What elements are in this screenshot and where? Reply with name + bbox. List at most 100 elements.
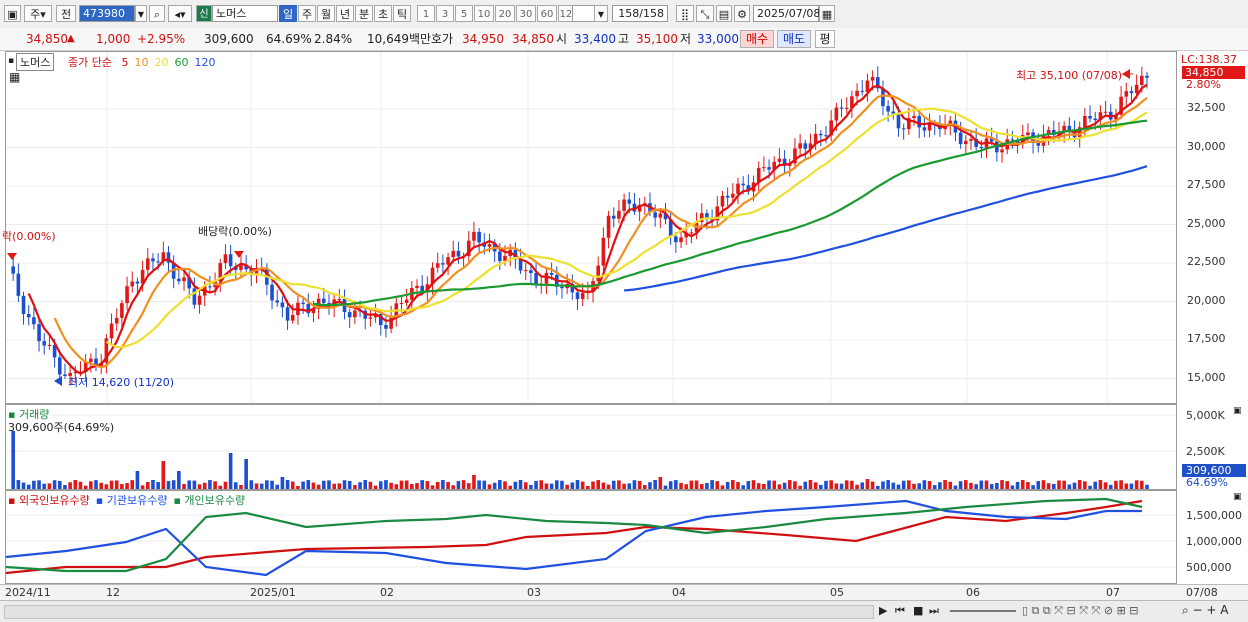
candle-body [601,237,606,266]
last-page-icon[interactable]: ⏭ [929,604,939,617]
settings-icon[interactable]: ⚙ [734,5,750,22]
volume-bar [332,483,336,489]
zoom-icons[interactable]: ⌕ − + A [1182,603,1229,617]
candle-body [47,344,52,346]
minute-step-1[interactable]: 1 [417,5,435,22]
tool-icons[interactable]: ▯ ⧉ ⧉ ⤧ ⊟ ⤧ ⤧ ⊘ ⊞ ⊟ [1022,604,1139,617]
interval-tab-5[interactable]: 초 [374,5,392,22]
price-chart-pane[interactable] [5,51,1177,404]
low-price: 33,000 [697,32,739,46]
zoom-slider[interactable] [950,610,1016,612]
candle-body [135,281,140,284]
volume-bar [94,480,98,489]
volume-bar [52,480,57,489]
prev-button[interactable]: 전 [56,5,76,22]
search-icon[interactable]: ⌕ [149,5,165,22]
candle-body [435,263,440,268]
dividend-arrow-icon [234,251,244,258]
ma-line-120 [623,165,1148,292]
code-dropdown-icon[interactable]: ▼ [135,5,147,22]
date-field[interactable]: 2025/07/08 [753,5,820,22]
calendar-icon[interactable]: ▦ [819,5,835,22]
scroll-track[interactable] [4,605,874,619]
candle-body [901,128,906,130]
volume-bar [1046,483,1051,489]
volume-bar [1134,480,1139,489]
volume-bar [844,480,849,489]
interval-tab-3[interactable]: 년 [336,5,354,22]
candle-body [684,232,689,238]
evaluate-button[interactable]: 평 [815,30,835,48]
candle-body [793,148,797,164]
volume-bar [1015,481,1020,489]
interval-tab-1[interactable]: 주 [298,5,316,22]
volume-bar [161,461,166,489]
minute-step-20[interactable]: 20 [495,5,515,22]
low-note: 최저 14,620 (11/20) [68,376,175,389]
interval-tab-6[interactable]: 틱 [393,5,411,22]
candle-body [881,88,885,107]
volume-bar [963,480,968,489]
volume-bar [1005,481,1010,489]
volume-chart[interactable] [6,405,1177,490]
candle-body [384,325,388,329]
candle-body [839,107,844,109]
first-page-icon[interactable]: ⏮ [895,604,905,617]
holdings-close-icon[interactable]: ▣ [1233,492,1242,502]
layout-icon[interactable]: ▣ [4,5,21,22]
candle-body [829,120,833,136]
interval-tab-4[interactable]: 분 [355,5,373,22]
sell-button[interactable]: 매도 [777,30,811,48]
stock-code-input[interactable]: 473980 [79,5,135,22]
volume-last-tag: 309,600 [1182,464,1246,477]
period-select[interactable]: 주▾ [24,5,52,22]
volume-bar [1088,485,1092,489]
scroll-right-icon[interactable]: ▶ [879,604,888,617]
stock-name-field[interactable]: 노머스 [212,5,278,22]
candle-body [104,338,109,363]
volume-bar [705,483,709,489]
count-field[interactable]: 158/158 [612,5,668,22]
pane-close-icon[interactable]: ▣ [1233,406,1242,416]
candle-body [746,185,751,192]
volume-bar [441,480,445,489]
volume-bar [322,480,326,489]
step-dropdown-icon[interactable]: ▼ [594,5,608,22]
volume-bar [410,484,414,489]
volume-bar [643,485,647,489]
holdings-chart[interactable] [6,491,1177,584]
volume-bar [953,485,958,489]
change-percent: +2.95% [137,32,186,46]
volume-bar [948,481,953,489]
volume-bar [208,480,212,489]
volume-note: 309,600주(64.69%) [8,421,115,434]
candle-body [145,258,150,270]
holdings-pane[interactable] [5,490,1177,584]
volume-bar [47,483,52,489]
price-chart[interactable] [6,52,1177,404]
speaker-icon[interactable]: ◂▾ [168,5,192,22]
volume-bar [472,475,476,489]
minute-step-60[interactable]: 60 [537,5,557,22]
interval-tab-0[interactable]: 일 [279,5,297,22]
stop-icon[interactable]: ■ [913,604,924,617]
volume-bar [337,483,342,489]
volume-bar [798,485,802,489]
grid-icon[interactable]: ⣿ [676,5,694,22]
minute-step-5[interactable]: 5 [455,5,473,22]
crosshair-icon[interactable]: ⤡ [696,5,714,22]
volume-bar [213,481,217,489]
save-icon[interactable]: ▤ [716,5,732,22]
volume-bar [1062,480,1066,489]
holdings-line-1 [6,499,1142,577]
volume-pane[interactable] [5,404,1177,490]
buy-button[interactable]: 매수 [740,30,774,48]
volume-bar [218,485,223,489]
minute-step-30[interactable]: 30 [516,5,536,22]
interval-tab-2[interactable]: 월 [317,5,335,22]
volume-bar [1057,480,1061,489]
minute-step-3[interactable]: 3 [436,5,454,22]
minute-step-10[interactable]: 10 [474,5,494,22]
table-icon[interactable]: ▦ [9,70,21,84]
volume-bar [482,480,487,489]
